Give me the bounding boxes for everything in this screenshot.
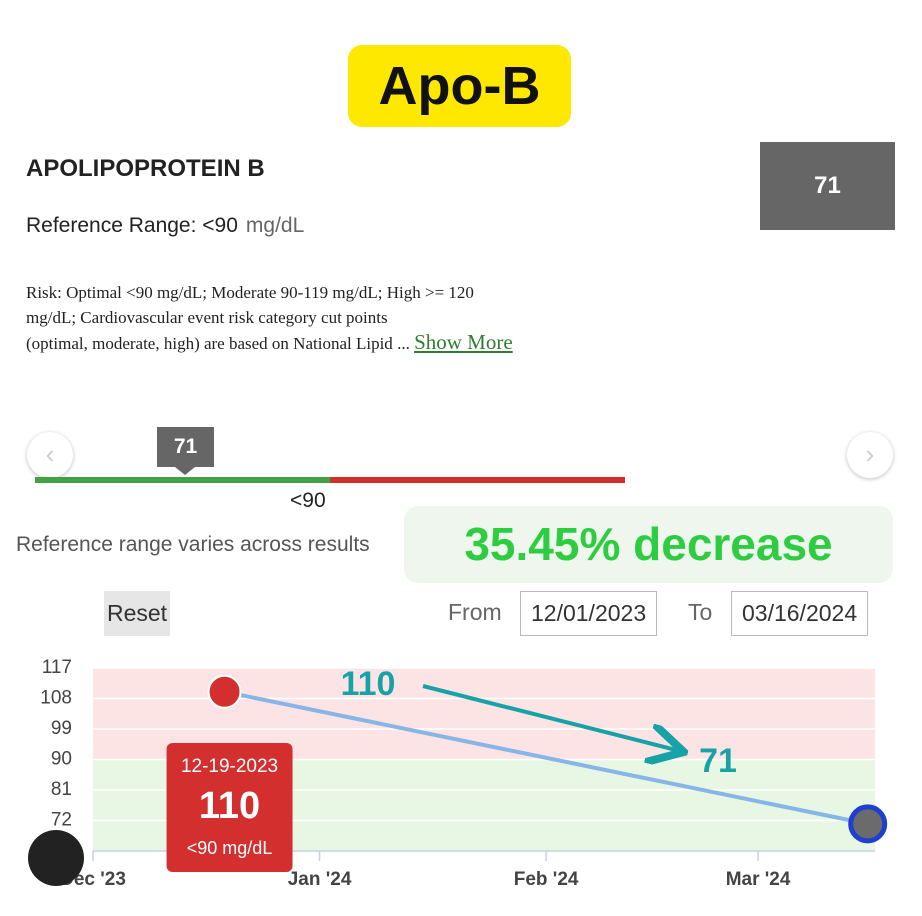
to-label: To [688, 599, 713, 625]
result-box: 71 [760, 142, 895, 230]
from-label: From [448, 599, 502, 625]
tooltip-value: 110 [199, 785, 260, 827]
risk-text: Risk: Optimal <90 mg/dL; Moderate 90-119… [26, 280, 586, 356]
reference-row: Reference Range: <90 mg/dL [26, 214, 304, 238]
annotation-label: 110 [341, 665, 396, 703]
tooltip [166, 743, 293, 872]
x-tick-label: Jan '24 [288, 869, 352, 890]
annotation-arrow [422, 684, 680, 751]
range-note: Reference range varies across results [16, 533, 370, 556]
reference-value: <90 [202, 214, 238, 237]
y-tick-label: 117 [42, 657, 72, 678]
x-tick-label: Feb '24 [514, 869, 579, 890]
range-marker: 71 [157, 427, 214, 467]
data-point [207, 674, 242, 709]
range-threshold: <90 [290, 489, 326, 512]
risk-line: mg/dL; Cardiovascular event risk categor… [26, 308, 388, 327]
x-tick-label: Mar '24 [726, 869, 791, 890]
from-input[interactable]: 12/01/2023 [520, 591, 658, 636]
badge: Apo-B [348, 45, 571, 127]
to-input[interactable]: 03/16/2024 [731, 591, 869, 636]
y-tick-label: 72 [51, 810, 72, 831]
reference-unit: mg/dL [245, 214, 305, 237]
reset-button[interactable]: Reset [104, 591, 170, 636]
show-more-link[interactable]: Show More [414, 330, 513, 354]
y-tick-label: 90 [51, 749, 72, 770]
tooltip-date: 12-19-2023 [181, 756, 278, 777]
prev-button[interactable]: ‹ [27, 432, 73, 478]
data-line [224, 689, 869, 826]
risk-line: (optimal, moderate, high) are based on N… [26, 330, 586, 356]
range-high [330, 477, 625, 483]
y-tick-label: 99 [51, 718, 72, 739]
y-tick-label: 108 [40, 688, 72, 709]
annotation-label: 71 [699, 742, 737, 780]
change-badge: 35.45% decrease [404, 506, 893, 583]
next-button[interactable]: › [847, 432, 893, 478]
range-normal [35, 477, 330, 483]
test-name: APOLIPOPROTEIN B [26, 155, 265, 182]
profile-icon[interactable] [28, 830, 84, 886]
ellipsis: ... [397, 334, 410, 353]
risk-line: Risk: Optimal <90 mg/dL; Moderate 90-119… [26, 283, 474, 302]
risk-line-text: (optimal, moderate, high) are based on N… [26, 334, 393, 353]
reference-label: Reference Range: [26, 214, 197, 237]
data-point [848, 804, 888, 844]
y-tick-label: 81 [51, 779, 72, 800]
tooltip-range: <90 mg/dL [187, 838, 273, 858]
range-marker-tip [175, 467, 195, 475]
